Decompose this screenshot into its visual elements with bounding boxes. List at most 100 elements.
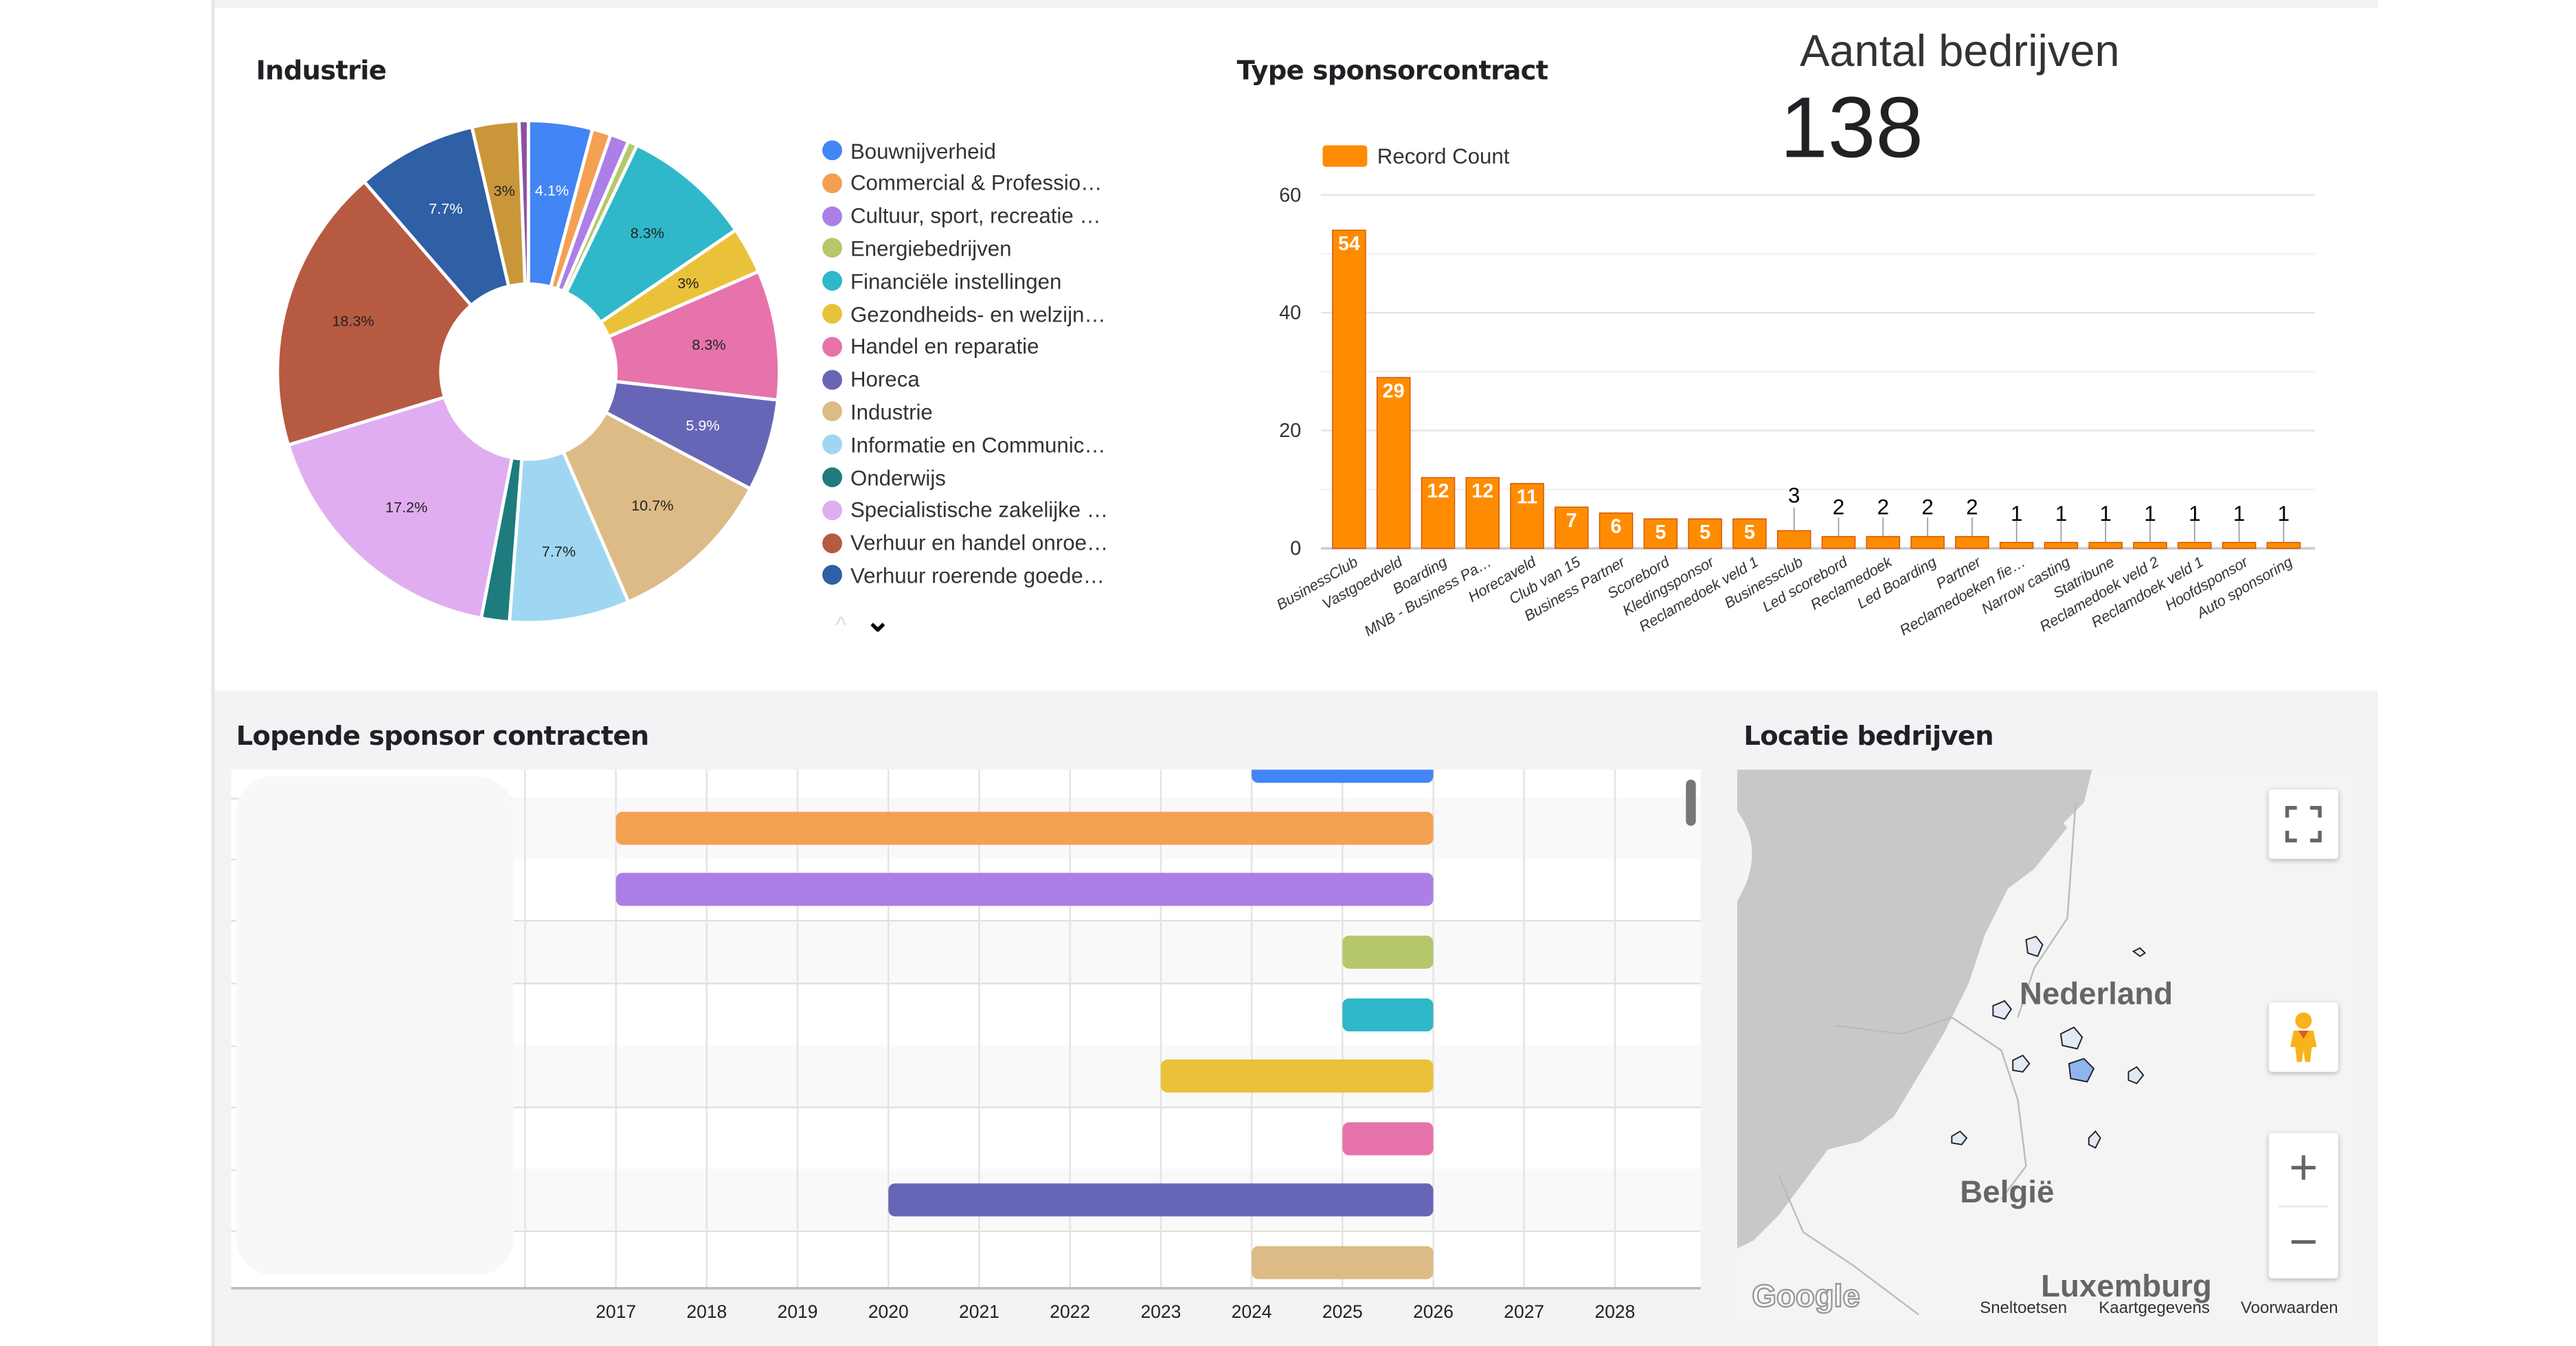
location-marker	[2012, 1054, 2031, 1073]
pie-slice-label: 8.3%	[692, 336, 725, 353]
legend-dot-icon	[822, 467, 842, 488]
legend-label: Specialistische zakelijke …	[850, 497, 1109, 523]
legend-label: Financiële instellingen	[850, 269, 1062, 294]
bar-value-label: 2	[1877, 495, 1889, 519]
bar-value-label: 5	[1655, 521, 1666, 543]
zoom-in-button[interactable]: +	[2289, 1141, 2318, 1196]
bar[interactable]	[1955, 536, 1989, 549]
legend-dot-icon	[822, 172, 842, 193]
pie-slice[interactable]	[517, 119, 530, 287]
bar[interactable]	[1866, 536, 1901, 549]
bar[interactable]	[1332, 229, 1366, 549]
legend-label: Horeca	[850, 366, 920, 392]
map-label-luxembourg: Luxemburg	[2041, 1270, 2212, 1305]
pie-slice[interactable]	[564, 143, 738, 325]
legend-label: Industrie	[850, 399, 933, 425]
bar-value-label: 5	[1744, 521, 1755, 543]
pie-slice-label: 3%	[493, 182, 515, 199]
contract-bar[interactable]	[1252, 770, 1434, 783]
sponsor-type-bar-chart: Record Count020406054BusinessClub29Vastg…	[1274, 144, 2316, 640]
bar[interactable]	[2088, 541, 2123, 549]
bar[interactable]	[1555, 506, 1589, 549]
contract-bar[interactable]	[1252, 1246, 1434, 1279]
pie-slice[interactable]	[606, 269, 781, 402]
legend-item[interactable]: Industrie	[822, 397, 933, 427]
contract-bar[interactable]	[1160, 1059, 1434, 1093]
bar[interactable]	[2222, 541, 2257, 549]
bar-value-label: 2	[1921, 495, 1933, 519]
bar[interactable]	[2178, 541, 2212, 549]
industrie-title: Industrie	[256, 54, 387, 86]
legend-item[interactable]: Horeca	[822, 364, 920, 394]
x-tick-label: 2020	[868, 1301, 909, 1322]
contract-bar[interactable]	[615, 873, 1434, 906]
bar[interactable]	[1910, 536, 1945, 549]
bar-value-label: 6	[1611, 515, 1622, 537]
fullscreen-button[interactable]	[2268, 789, 2338, 859]
bar[interactable]	[1688, 518, 1722, 549]
legend-item[interactable]: Informatie en Communic…	[822, 429, 1106, 459]
legend-item[interactable]: Verhuur en handel onroe…	[822, 528, 1108, 557]
legend-label: Energiebedrijven	[850, 236, 1012, 261]
location-marker	[2088, 1130, 2101, 1149]
legend-dot-icon	[822, 336, 842, 357]
pie-slice[interactable]	[561, 410, 753, 605]
timeline-row	[512, 770, 1701, 799]
legend-prev-button[interactable]: ^	[835, 611, 847, 638]
legend-item[interactable]: Gezondheids- en welzijn…	[822, 299, 1106, 328]
border-line	[2017, 803, 2077, 1018]
kpi-label: Aantal bedrijven	[1800, 26, 2120, 76]
map-terms-link[interactable]: Voorwaarden	[2240, 1299, 2338, 1319]
legend-item[interactable]: Bouwnijverheid	[822, 135, 996, 165]
legend-item[interactable]: Verhuur roerende goede…	[822, 561, 1105, 590]
pie-slice-label: 7.7%	[542, 543, 576, 560]
bar[interactable]	[1421, 477, 1456, 549]
contract-bar[interactable]	[1342, 998, 1434, 1032]
zoom-out-button[interactable]: −	[2289, 1215, 2318, 1270]
pegman-button[interactable]	[2268, 1002, 2338, 1073]
bar[interactable]	[2266, 541, 2301, 549]
bar[interactable]	[2133, 541, 2167, 549]
legend-dot-icon	[822, 271, 842, 291]
legend-item[interactable]: Financiële instellingen	[822, 266, 1061, 295]
pegman-icon	[2290, 1012, 2317, 1062]
bar-value-label: 3	[1788, 483, 1800, 507]
legend-item[interactable]: Handel en reparatie	[822, 332, 1039, 361]
pie-slice[interactable]	[361, 124, 511, 308]
kpi-value: 138	[1780, 80, 1923, 177]
bar[interactable]	[1776, 530, 1811, 549]
x-tick-label: 2022	[1050, 1301, 1090, 1322]
pie-slice[interactable]	[508, 449, 631, 625]
bar[interactable]	[2044, 541, 2079, 549]
bar[interactable]	[1732, 518, 1767, 549]
location-marker	[2059, 1026, 2083, 1050]
pie-slice[interactable]	[286, 395, 515, 620]
legend-item[interactable]: Commercial & Professio…	[822, 168, 1102, 198]
map-data-link[interactable]: Kaartgegevens	[2099, 1299, 2210, 1319]
legend-item[interactable]: Energiebedrijven	[822, 234, 1012, 263]
legend-item[interactable]: Specialistische zakelijke …	[822, 495, 1108, 525]
bar[interactable]	[1999, 541, 2034, 549]
contract-bar[interactable]	[615, 811, 1434, 845]
legend-dot-icon	[822, 369, 842, 390]
bar[interactable]	[1643, 518, 1678, 549]
bar[interactable]	[1598, 512, 1634, 549]
bar[interactable]	[1510, 483, 1544, 549]
timeline-scrollbar[interactable]	[1686, 779, 1696, 826]
contract-bar[interactable]	[1342, 935, 1434, 969]
contract-bar[interactable]	[888, 1183, 1434, 1217]
map[interactable]: Nederland België Luxemburg Google Snelto…	[1737, 770, 2358, 1325]
pie-slice[interactable]	[275, 179, 474, 447]
bar[interactable]	[1821, 536, 1856, 549]
contract-bar[interactable]	[1342, 1122, 1434, 1156]
x-tick-label: 2027	[1504, 1301, 1544, 1322]
legend-item[interactable]: Onderwijs	[822, 462, 946, 492]
bar[interactable]	[1376, 377, 1411, 549]
legend-item[interactable]: Cultuur, sport, recreatie …	[822, 201, 1101, 230]
location-marker	[2127, 1066, 2145, 1085]
legend-next-button[interactable]: ⌄	[865, 604, 890, 638]
pie-slice-label: 5.9%	[686, 416, 719, 434]
bar-value-label: 1	[2278, 502, 2290, 526]
bar[interactable]	[1465, 477, 1500, 549]
map-shortcuts-link[interactable]: Sneltoetsen	[1980, 1299, 2068, 1319]
